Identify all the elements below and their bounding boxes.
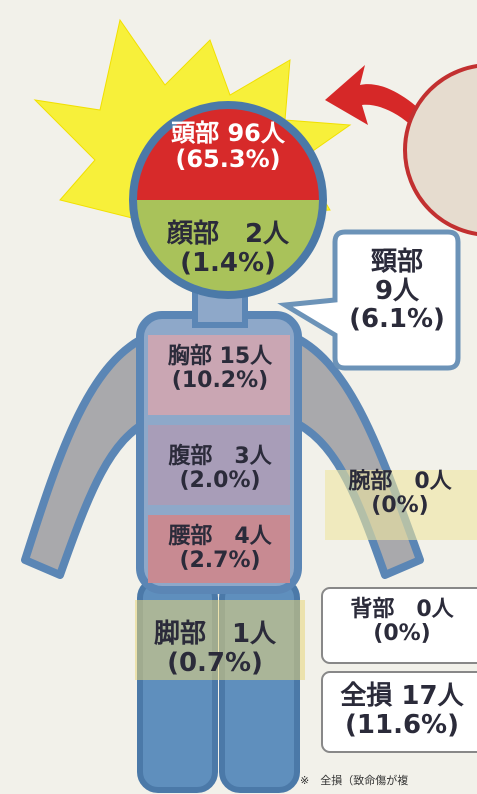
text: (0%) [320,494,477,518]
text: (6.1%) [338,305,456,334]
text: 腰部 4人 [135,525,305,549]
inset-circle [405,65,477,235]
text: (10.2%) [135,369,305,393]
arm-label: 腕部 0人 (0%) [320,470,477,518]
head-label: 頭部 96人 (65.3%) [138,120,318,173]
text: (2.0%) [135,469,305,493]
total-label: 全損 17人 (11.6%) [322,682,477,739]
text: 顔部 2人 [138,220,318,249]
text: 胸部 15人 [135,345,305,369]
text: (65.3%) [138,146,318,172]
text: 脚部 1人 [125,620,305,649]
text: (0%) [322,622,477,646]
text: 腕部 0人 [320,470,477,494]
text: 頸部 [338,248,456,277]
abdomen-label: 腹部 3人 (2.0%) [135,445,305,493]
text: 背部 0人 [322,598,477,622]
back-label: 背部 0人 (0%) [322,598,477,646]
text: (1.4%) [138,249,318,278]
waist-label: 腰部 4人 (2.7%) [135,525,305,573]
footnote: ※ 全損（致命傷が複 [300,772,408,788]
text: (0.7%) [125,649,305,678]
text: 9人 [338,277,456,306]
chest-label: 胸部 15人 (10.2%) [135,345,305,393]
text: (11.6%) [322,711,477,740]
page: {"regions": { "head": {"lines": ["頭部 96人… [0,0,477,794]
text: 全損 17人 [322,682,477,711]
face-label: 顔部 2人 (1.4%) [138,220,318,277]
leg-label: 脚部 1人 (0.7%) [125,620,305,677]
text: 頭部 96人 [138,120,318,146]
neck-label: 頸部 9人 (6.1%) [338,248,456,334]
left-arm [25,335,150,575]
text: 腹部 3人 [135,445,305,469]
text: (2.7%) [135,549,305,573]
